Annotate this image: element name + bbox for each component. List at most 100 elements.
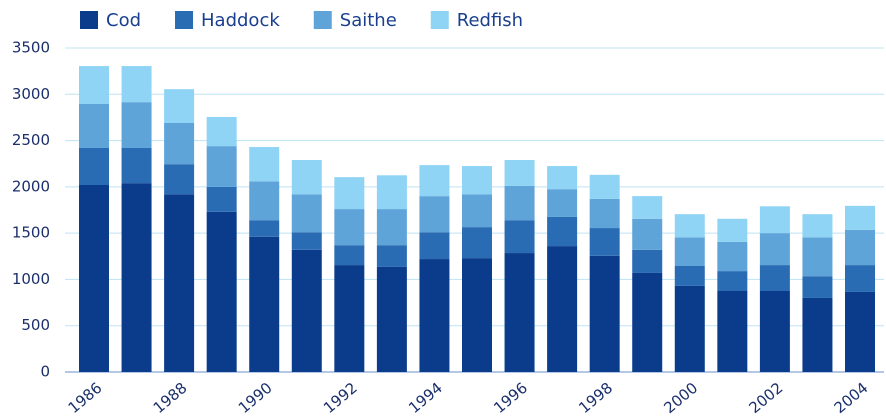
bar-segment: [802, 297, 833, 372]
bar-segment: [121, 147, 152, 184]
legend-label: Cod: [106, 10, 141, 31]
bar-segment: [462, 258, 492, 372]
bar-segment: [717, 271, 748, 291]
bar-segment: [164, 89, 195, 123]
bar-segment: [802, 276, 833, 298]
bar-segment: [249, 220, 280, 237]
bar-segment: [589, 174, 620, 199]
bar-segment: [632, 249, 663, 273]
bar-segment: [462, 227, 492, 259]
bar-segment: [632, 196, 663, 219]
bar-segment: [504, 160, 535, 186]
bar-segment: [79, 185, 109, 372]
y-tick-label: 3000: [12, 85, 50, 103]
y-tick-label: 2000: [12, 177, 50, 195]
bar-segment: [249, 181, 280, 221]
bar-segment: [547, 189, 578, 217]
x-tick-label: 2004: [831, 379, 872, 416]
bar-segment: [845, 205, 875, 230]
bar-segment: [759, 291, 790, 372]
bar-segment: [334, 209, 365, 246]
x-tick-label: 2000: [660, 379, 701, 416]
bar-segment: [674, 285, 705, 372]
bar-segment: [334, 265, 365, 372]
bar-segment: [291, 194, 322, 233]
bar-segment: [845, 291, 875, 372]
bar-segment: [632, 218, 663, 250]
y-tick-label: 0: [40, 363, 50, 381]
bar-segment: [845, 229, 875, 266]
bar-segment: [249, 236, 280, 372]
bar-segment: [674, 237, 705, 267]
bar-segment: [249, 147, 280, 182]
bar-segment: [504, 185, 535, 221]
bar-segment: [674, 266, 705, 286]
bar-segment: [547, 166, 578, 190]
bar-segment: [121, 66, 152, 103]
bar-segment: [334, 245, 365, 266]
bar-segment: [589, 255, 620, 372]
x-tick-label: 1990: [235, 379, 276, 416]
bar-segment: [291, 160, 322, 195]
x-tick-label: 1998: [575, 379, 616, 416]
bar-segment: [845, 265, 875, 292]
bar-segment: [504, 220, 535, 254]
bar-segment: [376, 175, 407, 210]
x-tick-label: 1988: [150, 379, 191, 416]
y-tick-label: 2500: [12, 131, 50, 149]
bar-segment: [376, 245, 407, 267]
legend-label: Haddock: [201, 10, 280, 31]
bar-segment: [759, 233, 790, 266]
bar-segment: [759, 265, 790, 291]
legend-label: Saithe: [340, 10, 397, 31]
legend-swatch: [430, 11, 449, 29]
bar-segment: [206, 211, 237, 372]
x-tick-label: 1986: [65, 379, 106, 416]
y-tick-label: 1500: [12, 224, 50, 242]
bar-segment: [717, 218, 748, 242]
bar-segment: [589, 198, 620, 229]
bar-segment: [504, 253, 535, 372]
bar-segment: [419, 232, 450, 260]
legend-label: Redfish: [457, 10, 523, 31]
bar-segment: [291, 232, 322, 250]
bar-segment: [589, 228, 620, 256]
bar-segment: [419, 165, 450, 197]
x-tick-label: 1996: [490, 379, 531, 416]
x-tick-label: 1992: [320, 379, 361, 416]
bar-segment: [376, 266, 407, 372]
bar-segment: [164, 122, 195, 165]
y-tick-label: 3500: [12, 39, 50, 57]
bar-segment: [164, 164, 195, 195]
bar-segment: [419, 259, 450, 372]
bar-segment: [79, 66, 109, 105]
bar-segment: [547, 216, 578, 247]
bar-segment: [632, 272, 663, 372]
bar-segment: [419, 196, 450, 233]
bar-segment: [291, 249, 322, 372]
bar-segment: [164, 194, 195, 372]
x-tick-label: 2002: [746, 379, 787, 416]
bar-segment: [759, 206, 790, 234]
bar-segment: [121, 183, 152, 372]
bar-segment: [376, 209, 407, 246]
bar-segment: [462, 194, 492, 228]
legend-swatch: [80, 11, 98, 29]
bar-segment: [717, 241, 748, 272]
x-tick-label: 1994: [405, 379, 446, 416]
bar-segment: [206, 116, 237, 147]
bar-segment: [717, 291, 748, 372]
bar-segment: [547, 246, 578, 372]
bar-segment: [462, 166, 492, 195]
y-tick-label: 500: [21, 316, 50, 334]
bar-segment: [79, 147, 109, 186]
bar-segment: [334, 177, 365, 210]
bar-segment: [206, 186, 237, 212]
bar-segment: [121, 102, 152, 148]
y-tick-label: 1000: [12, 270, 50, 288]
legend-swatch: [175, 11, 194, 29]
bar-segment: [79, 104, 109, 148]
legend-swatch: [313, 11, 332, 29]
bar-segment: [674, 214, 705, 238]
